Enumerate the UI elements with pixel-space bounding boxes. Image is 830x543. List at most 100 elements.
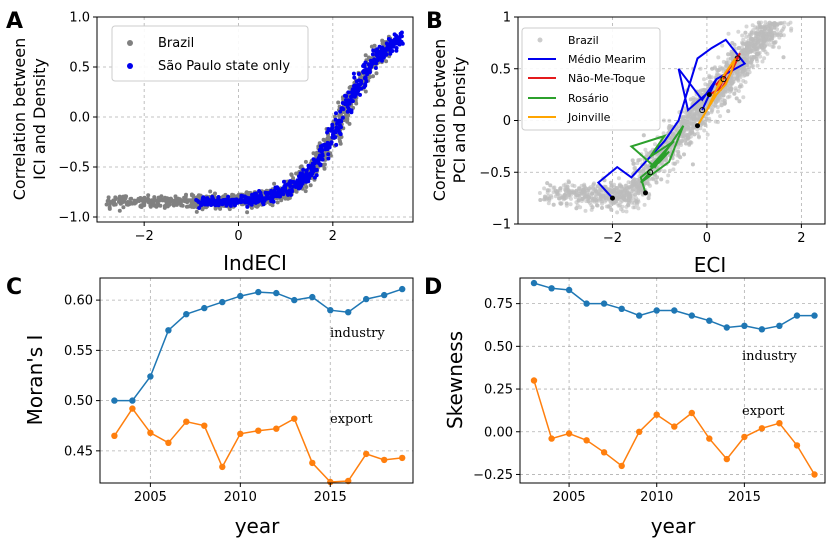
scatter-point bbox=[718, 114, 723, 119]
scatter-point bbox=[720, 66, 725, 71]
scatter-point bbox=[635, 202, 640, 207]
scatter-point bbox=[754, 57, 759, 61]
series-point bbox=[723, 455, 730, 463]
scatter-point bbox=[690, 162, 695, 167]
scatter-point bbox=[614, 186, 619, 190]
scatter-point bbox=[590, 205, 595, 210]
series-point bbox=[327, 307, 334, 314]
scatter-point bbox=[245, 210, 250, 215]
scatter-point bbox=[582, 195, 587, 200]
scatter-point bbox=[565, 184, 570, 189]
scatter-point bbox=[698, 88, 703, 93]
scatter-point bbox=[632, 166, 637, 171]
scatter-point bbox=[377, 44, 382, 49]
scatter-point bbox=[646, 164, 651, 169]
scatter-point bbox=[335, 126, 340, 131]
scatter-point bbox=[786, 22, 791, 27]
scatter-point bbox=[586, 199, 591, 204]
series-point bbox=[758, 425, 766, 432]
scatter-point bbox=[358, 92, 362, 97]
scatter-point bbox=[765, 51, 770, 56]
scatter-point bbox=[289, 172, 294, 177]
scatter-point bbox=[676, 145, 681, 150]
scatter-point bbox=[715, 71, 720, 76]
series-point bbox=[811, 312, 818, 319]
scatter-point bbox=[364, 79, 369, 84]
series-point bbox=[636, 428, 643, 435]
scatter-point bbox=[686, 134, 690, 139]
series-point bbox=[129, 397, 136, 404]
scatter-point bbox=[140, 196, 145, 201]
scatter-point bbox=[781, 55, 786, 60]
series-point bbox=[565, 430, 573, 437]
series-point bbox=[111, 432, 118, 439]
x-tick-label: 2015 bbox=[728, 490, 761, 505]
scatter-point bbox=[343, 98, 348, 103]
scatter-point bbox=[761, 33, 766, 38]
scatter-point bbox=[216, 195, 221, 199]
scatter-point bbox=[744, 63, 749, 68]
scatter-point bbox=[606, 197, 611, 202]
scatter-point bbox=[683, 138, 688, 143]
scatter-point bbox=[154, 198, 159, 203]
scatter-point bbox=[336, 100, 341, 105]
panel-a-legend-box bbox=[111, 25, 309, 82]
scatter-point bbox=[775, 33, 780, 38]
scatter-point bbox=[245, 204, 250, 209]
y-tick-label: −1.0 bbox=[58, 211, 90, 226]
series-point bbox=[583, 300, 590, 307]
series-point bbox=[793, 442, 801, 449]
scatter-point bbox=[272, 181, 277, 186]
y-tick-label: 1 bbox=[503, 11, 511, 26]
scatter-point bbox=[702, 77, 706, 82]
scatter-point bbox=[118, 201, 123, 206]
scatter-point bbox=[591, 182, 596, 187]
scatter-point bbox=[731, 55, 735, 60]
legend-label-nao-me-toque: Não-Me-Toque bbox=[568, 72, 646, 85]
scatter-point bbox=[326, 156, 331, 161]
scatter-point bbox=[634, 177, 639, 182]
scatter-point bbox=[558, 201, 563, 206]
scatter-point bbox=[610, 188, 615, 193]
series-point bbox=[706, 435, 713, 442]
scatter-point bbox=[304, 185, 309, 189]
scatter-point bbox=[330, 122, 335, 127]
scatter-point bbox=[172, 199, 177, 203]
scatter-point bbox=[633, 192, 638, 197]
scatter-point bbox=[294, 189, 299, 194]
panel-d-ticks: 2005 2010 2015 0.75 0.50 0.25 0.00 −0.25 bbox=[473, 297, 761, 505]
scatter-point bbox=[314, 167, 319, 172]
series-point bbox=[723, 324, 730, 331]
scatter-point bbox=[248, 201, 252, 206]
scatter-point bbox=[756, 20, 761, 25]
scatter-point bbox=[270, 197, 275, 202]
scatter-point bbox=[109, 200, 114, 205]
scatter-point bbox=[661, 118, 666, 123]
scatter-point bbox=[308, 183, 313, 188]
y-tick-label: 1.0 bbox=[69, 11, 90, 26]
trajectory-line bbox=[696, 57, 737, 127]
series-point bbox=[273, 289, 280, 297]
scatter-point bbox=[726, 52, 731, 57]
scatter-point bbox=[304, 168, 309, 173]
scatter-point bbox=[338, 141, 343, 146]
scatter-point bbox=[653, 142, 657, 147]
scatter-point bbox=[345, 109, 350, 114]
panel-letter-d: D bbox=[424, 275, 442, 300]
scatter-point bbox=[563, 193, 568, 198]
scatter-point bbox=[609, 207, 614, 212]
series-point bbox=[201, 422, 208, 429]
panel-d-grid bbox=[520, 278, 825, 483]
panel-c-export-annotation: export bbox=[330, 412, 373, 427]
scatter-point bbox=[771, 23, 776, 27]
scatter-point bbox=[595, 203, 599, 208]
scatter-point bbox=[729, 80, 734, 85]
scatter-point bbox=[245, 200, 249, 205]
scatter-point bbox=[732, 76, 737, 81]
series-point bbox=[548, 435, 555, 442]
scatter-point bbox=[733, 86, 738, 91]
scatter-point bbox=[314, 173, 319, 178]
scatter-point bbox=[307, 164, 312, 169]
panel-d-lines bbox=[530, 279, 818, 478]
panel-a-legend: Brazil São Paulo state only bbox=[111, 25, 309, 82]
